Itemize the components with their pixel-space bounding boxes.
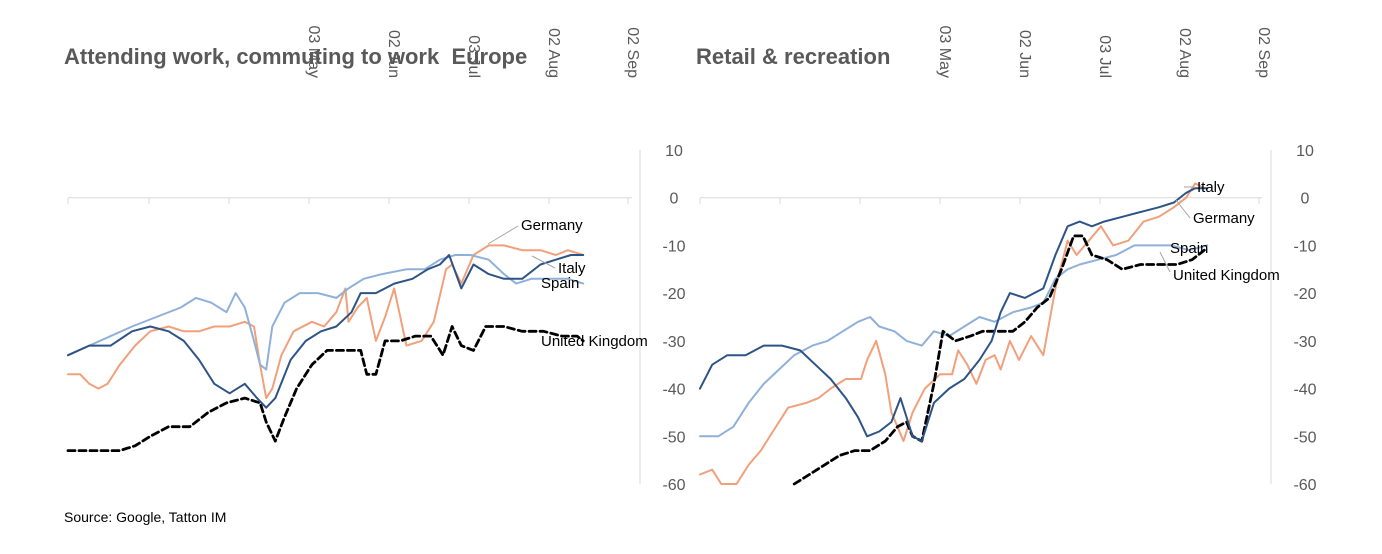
right-x-tick-label: 03 May [936,26,953,78]
left-series-germany [67,244,585,400]
left-series-united-kingdom [66,325,585,452]
left-y-tick-label: -10 [662,238,685,255]
right-leader-line [1175,199,1191,219]
right-label-spain: Spain [1170,240,1208,257]
right-x-tick-label: 02 Aug [1176,28,1193,78]
left-series-italy [67,254,585,409]
left-series-spain [67,254,585,371]
left-x-tick-label: 02 Sep [624,27,641,78]
left-label-germany: Germany [521,217,583,234]
left-label-spain: Spain [541,275,579,292]
right-chart-title: Retail & recreation [696,44,891,69]
right-y-tick-label: -10 [1293,238,1316,255]
right-series-germany [699,182,1206,485]
left-y-tick-label: 10 [665,143,683,160]
left-chart-title: Attending work, commuting to work Europe [64,44,528,69]
left-label-united-kingdom: United Kingdom [541,333,648,350]
left-x-tick-label: 03 Jul [465,35,482,78]
right-y-tick-label: -50 [1293,429,1316,446]
left-y-tick-label: -50 [662,429,685,446]
source-note: Source: Google, Tatton IM [64,509,227,525]
right-x-tick-label: 02 Sep [1255,27,1272,78]
right-label-germany: Germany [1193,210,1255,227]
right-series-spain [699,244,1209,438]
left-y-tick-label: -60 [662,477,685,494]
right-label-italy: Italy [1197,179,1225,196]
right-label-united-kingdom: United Kingdom [1173,267,1280,284]
left-y-tick-label: -40 [662,382,685,399]
right-y-tick-label: -40 [1293,382,1316,399]
left-y-tick-label: 0 [670,191,679,208]
right-y-tick-label: 0 [1301,191,1310,208]
right-y-tick-label: -20 [1293,286,1316,303]
right-series-italy [699,187,1209,443]
right-x-tick-label: 03 Jul [1096,35,1113,78]
right-chart: 10 0 -10 -20 -30 -40 -50 -60 03 May 02 Jun 03 Jul 0… [699,26,1317,494]
right-x-tick-label: 02 Jun [1016,30,1033,78]
left-label-italy: Italy [558,260,586,277]
left-leader-line [531,255,556,269]
left-chart: 10 0 -10 -20 -30 -40 -50 -60 03 May 02 Jun 03 Jul 0… [66,26,686,494]
left-x-tick-label: 02 Aug [545,28,562,78]
right-y-tick-label: -60 [1293,477,1316,494]
left-y-tick-label: -20 [662,286,685,303]
left-y-tick-label: -30 [662,334,685,351]
right-leader-line [1159,251,1171,273]
left-x-tick-label: 03 May [305,26,322,78]
right-y-tick-label: 10 [1296,143,1314,160]
right-series-united-kingdom [792,234,1206,486]
left-leader-line [487,225,519,245]
left-x-tick-label: 02 Jun [385,30,402,78]
right-y-tick-label: -30 [1293,334,1316,351]
